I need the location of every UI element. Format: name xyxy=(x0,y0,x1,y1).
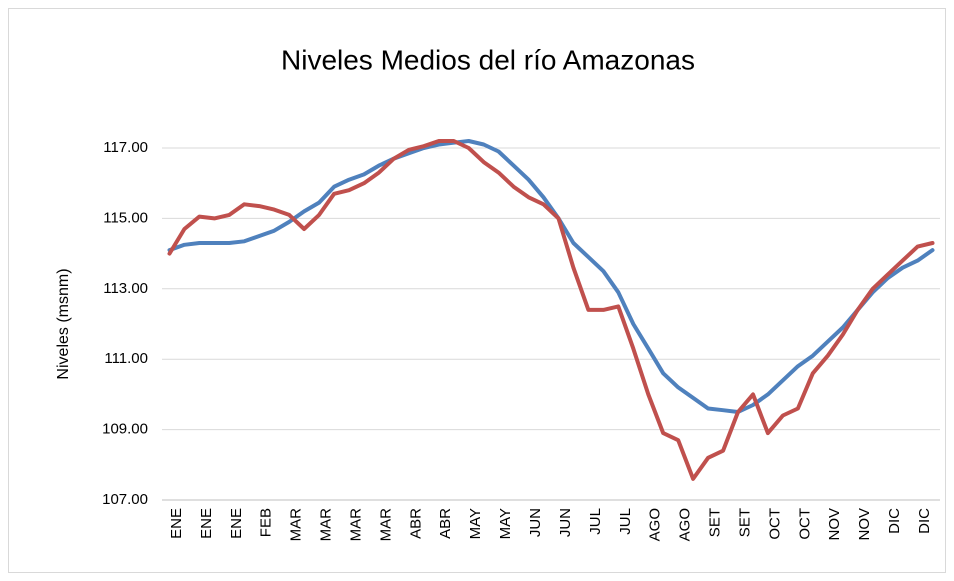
y-tick-label: 115.00 xyxy=(103,209,148,226)
x-tick-label: OCT xyxy=(796,508,813,540)
y-tick-label: 117.00 xyxy=(103,139,148,156)
x-tick-label: OCT xyxy=(766,508,783,540)
x-tick-label: MAR xyxy=(347,508,364,542)
x-tick-label: MAY xyxy=(467,508,484,539)
y-axis-label: Niveles (msnm) xyxy=(55,268,72,379)
x-tick-label: ABR xyxy=(407,508,424,539)
series-line xyxy=(167,139,935,414)
x-tick-label: ENE xyxy=(168,508,185,539)
series-line xyxy=(167,139,935,481)
x-tick-label: JUL xyxy=(587,508,604,535)
x-tick-label: AGO xyxy=(677,508,694,541)
x-tick-label: DIC xyxy=(916,508,933,534)
chart-title: Niveles Medios del río Amazonas xyxy=(281,44,695,75)
x-tick-label: ENE xyxy=(228,508,245,539)
x-tick-label: JUN xyxy=(527,508,544,537)
y-tick-label: 107.00 xyxy=(102,491,148,508)
y-tick-label: 111.00 xyxy=(104,350,148,367)
x-tick-label: NOV xyxy=(826,508,843,541)
x-tick-label: MAR xyxy=(288,508,305,542)
x-tick-label: NOV xyxy=(856,508,873,541)
x-tick-label: SET xyxy=(707,508,724,537)
x-tick-label: DIC xyxy=(886,508,903,534)
x-tick-label: ENE xyxy=(198,508,215,539)
x-tick-label: JUN xyxy=(557,508,574,537)
x-tick-label: JUL xyxy=(617,508,634,535)
x-tick-label: MAR xyxy=(377,508,394,542)
y-tick-label: 113.00 xyxy=(103,280,148,297)
x-tick-label: AGO xyxy=(647,508,664,541)
x-tick-label: MAY xyxy=(497,508,514,539)
x-tick-label: SET xyxy=(736,508,753,537)
chart-frame xyxy=(8,8,946,573)
y-tick-label: 109.00 xyxy=(102,421,148,438)
x-tick-label: ABR xyxy=(437,508,454,539)
x-tick-label: MAR xyxy=(318,508,335,542)
x-tick-label: FEB xyxy=(258,508,275,537)
